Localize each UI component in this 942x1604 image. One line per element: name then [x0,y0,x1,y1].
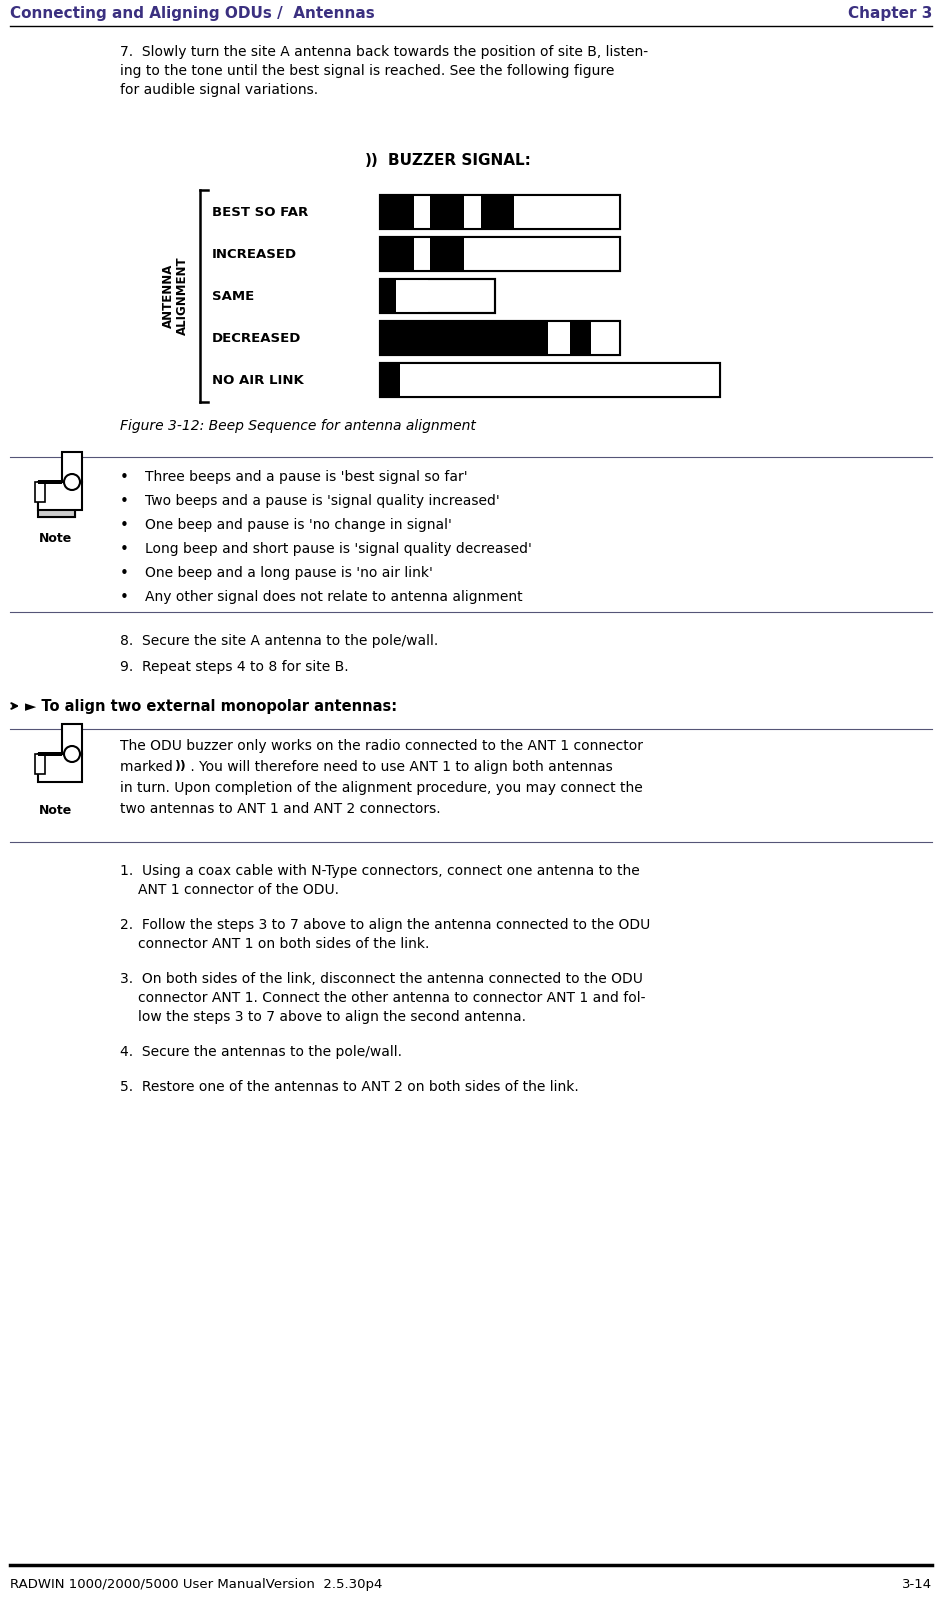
Bar [548,321,570,354]
Bar [38,481,82,510]
Bar [414,196,430,229]
Text: Connecting and Aligning ODUs /  Antennas: Connecting and Aligning ODUs / Antennas [10,6,375,21]
Bar [592,321,620,354]
Circle shape [64,746,80,762]
Text: 5.  Restore one of the antennas to ANT 2 on both sides of the link.: 5. Restore one of the antennas to ANT 2 … [120,1079,578,1094]
Bar [570,321,592,354]
Bar [380,321,548,354]
Bar [38,488,75,516]
Circle shape [64,475,80,489]
Text: Note: Note [40,533,73,545]
Text: NO AIR LINK: NO AIR LINK [212,374,303,387]
Text: Note: Note [40,804,73,816]
Text: ANT 1 connector of the ODU.: ANT 1 connector of the ODU. [138,882,339,897]
Bar [380,279,495,313]
Bar [400,363,720,398]
Text: 3.  On both sides of the link, disconnect the antenna connected to the ODU: 3. On both sides of the link, disconnect… [120,972,642,986]
Bar [380,321,620,354]
Bar [38,488,75,516]
Text: low the steps 3 to 7 above to align the second antenna.: low the steps 3 to 7 above to align the … [138,1011,526,1023]
Bar [480,196,514,229]
Bar [430,237,464,271]
Bar [430,196,464,229]
Text: Three beeps and a pause is 'best signal so far': Three beeps and a pause is 'best signal … [145,470,467,484]
Bar [380,196,620,229]
Bar [464,196,480,229]
Bar [380,237,620,271]
Bar [380,363,720,398]
Text: •: • [120,470,129,484]
Bar [38,488,75,516]
Text: two antennas to ANT 1 and ANT 2 connectors.: two antennas to ANT 1 and ANT 2 connecto… [120,802,441,816]
Text: 8.  Secure the site A antenna to the pole/wall.: 8. Secure the site A antenna to the pole… [120,634,438,648]
Bar [62,723,82,754]
Bar [380,363,720,398]
Bar [38,752,62,755]
Bar [35,754,45,775]
Text: SAME: SAME [212,289,254,303]
Bar [380,363,400,398]
Text: One beep and a long pause is 'no air link': One beep and a long pause is 'no air lin… [145,566,433,581]
Text: connector ANT 1. Connect the other antenna to connector ANT 1 and fol-: connector ANT 1. Connect the other anten… [138,991,645,1006]
Text: 7.  Slowly turn the site A antenna back towards the position of site B, listen-: 7. Slowly turn the site A antenna back t… [120,45,648,59]
Text: •: • [120,518,129,533]
Bar [380,237,620,271]
Bar [380,279,397,313]
Text: ► To align two external monopolar antennas:: ► To align two external monopolar antenn… [25,699,398,714]
Bar [380,237,414,271]
Text: 3-14: 3-14 [901,1578,932,1591]
Text: Long beep and short pause is 'signal quality decreased': Long beep and short pause is 'signal qua… [145,542,532,557]
Text: Any other signal does not relate to antenna alignment: Any other signal does not relate to ante… [145,590,523,605]
Text: Chapter 3: Chapter 3 [848,6,932,21]
Text: 2.  Follow the steps 3 to 7 above to align the antenna connected to the ODU: 2. Follow the steps 3 to 7 above to alig… [120,917,650,932]
Bar [35,481,45,502]
Text: ing to the tone until the best signal is reached. See the following figure: ing to the tone until the best signal is… [120,64,614,79]
Bar [380,196,620,229]
Text: •: • [120,494,129,508]
Text: RADWIN 1000/2000/5000 User ManualVersion  2.5.30p4: RADWIN 1000/2000/5000 User ManualVersion… [10,1578,382,1591]
Text: connector ANT 1 on both sides of the link.: connector ANT 1 on both sides of the lin… [138,937,430,951]
Bar [514,196,620,229]
Text: in turn. Upon completion of the alignment procedure, you may connect the: in turn. Upon completion of the alignmen… [120,781,642,796]
Text: Figure 3-12: Beep Sequence for antenna alignment: Figure 3-12: Beep Sequence for antenna a… [120,419,476,433]
Bar [397,279,429,313]
Text: )): )) [175,760,187,773]
Text: ANTENNA
ALIGNMENT: ANTENNA ALIGNMENT [161,257,188,335]
Text: BEST SO FAR: BEST SO FAR [212,205,308,218]
Text: INCREASED: INCREASED [212,247,297,260]
Bar [380,196,414,229]
Bar [380,279,495,313]
Text: •: • [120,566,129,581]
Bar [464,237,620,271]
Text: DECREASED: DECREASED [212,332,301,345]
Bar [38,480,62,484]
Text: 9.  Repeat steps 4 to 8 for site B.: 9. Repeat steps 4 to 8 for site B. [120,659,349,674]
Text: •: • [120,590,129,605]
Text: One beep and pause is 'no change in signal': One beep and pause is 'no change in sign… [145,518,452,533]
Text: 1.  Using a coax cable with N-Type connectors, connect one antenna to the: 1. Using a coax cable with N-Type connec… [120,865,640,877]
Text: marked    . You will therefore need to use ANT 1 to align both antennas: marked . You will therefore need to use … [120,760,612,775]
Text: BUZZER SIGNAL:: BUZZER SIGNAL: [388,152,531,168]
Text: The ODU buzzer only works on the radio connected to the ANT 1 connector: The ODU buzzer only works on the radio c… [120,739,643,752]
Text: )): )) [365,152,379,168]
Bar [380,321,620,354]
Text: Two beeps and a pause is 'signal quality increased': Two beeps and a pause is 'signal quality… [145,494,500,508]
Text: •: • [120,542,129,557]
Bar [38,754,82,783]
Text: for audible signal variations.: for audible signal variations. [120,83,318,96]
Bar [62,452,82,481]
Bar [414,237,430,271]
Text: 4.  Secure the antennas to the pole/wall.: 4. Secure the antennas to the pole/wall. [120,1044,402,1059]
